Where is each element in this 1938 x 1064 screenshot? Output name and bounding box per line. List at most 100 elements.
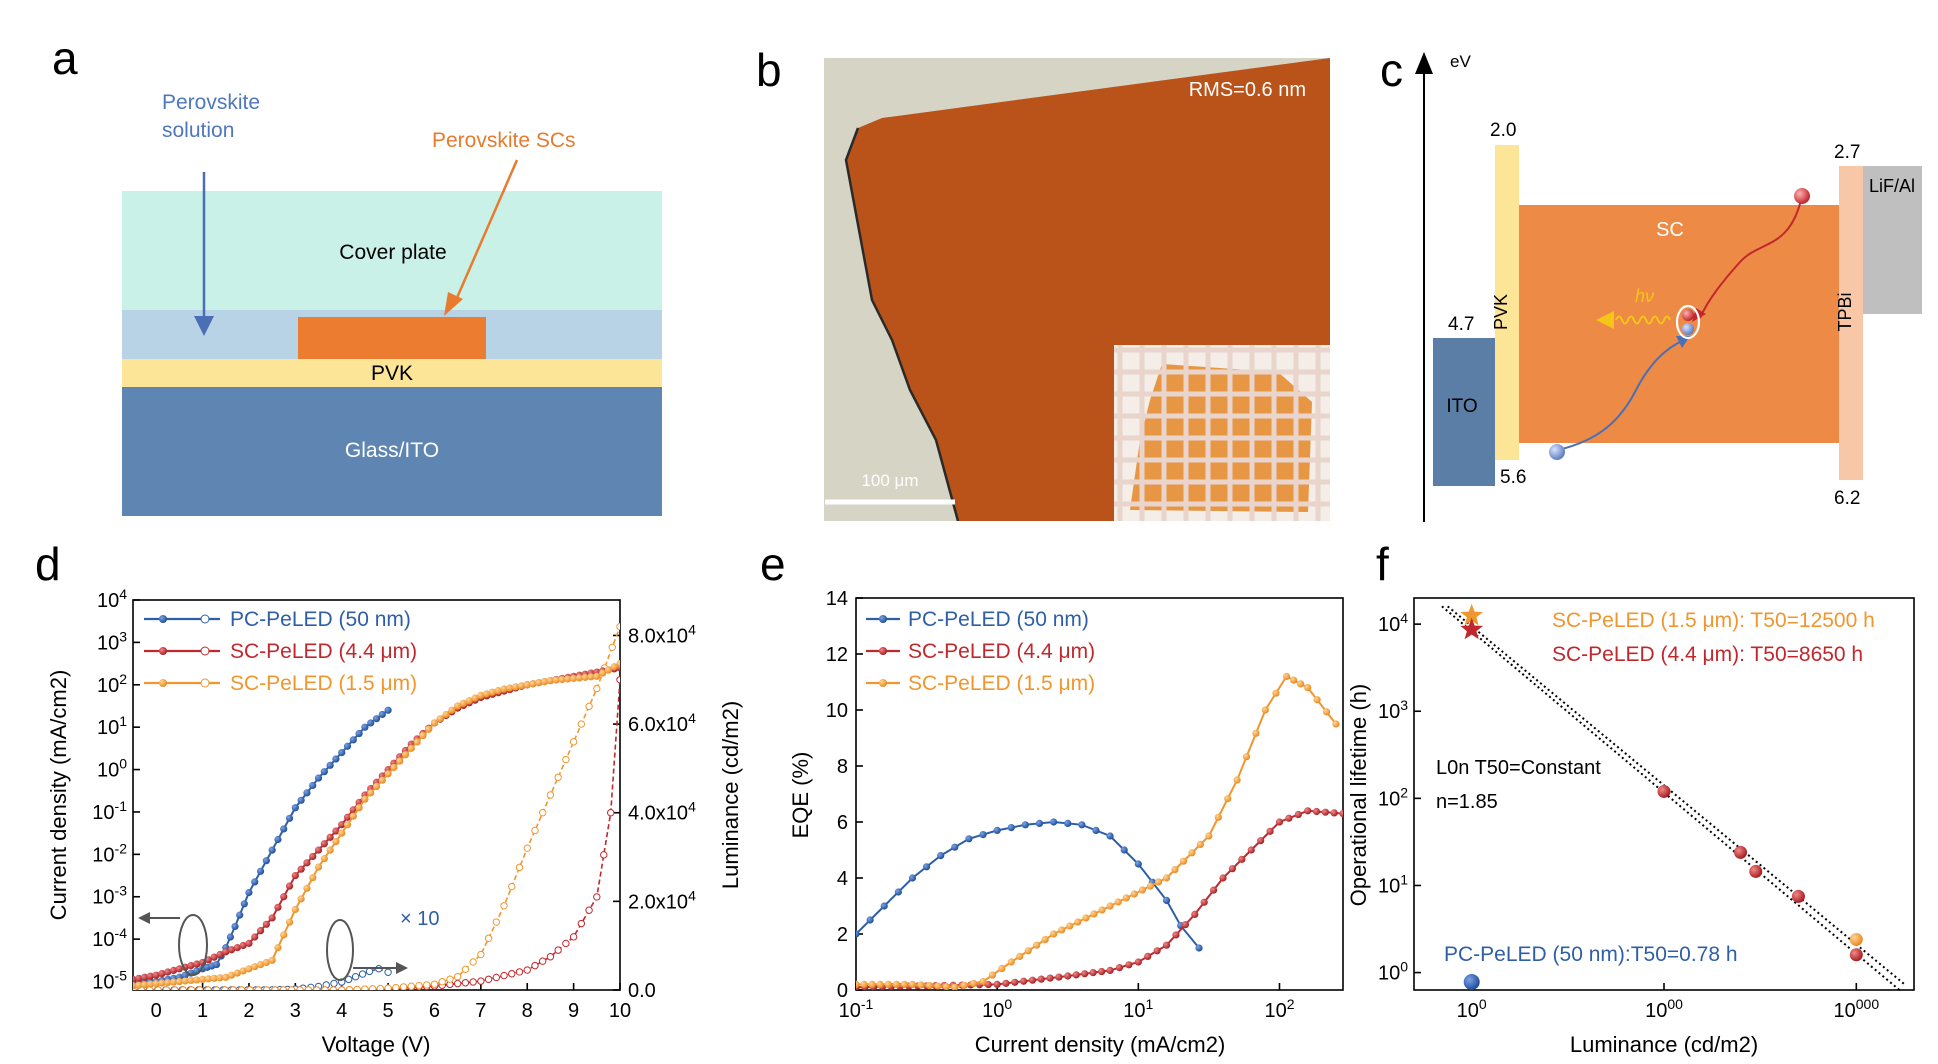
luminance-point-2: [399, 983, 408, 990]
current-point-2: [593, 672, 601, 680]
pvk-lumo-value: 2.0: [1490, 120, 1516, 141]
lifetime-point-1: [1657, 784, 1671, 798]
current-point-0: [268, 846, 276, 854]
current-point-2: [454, 702, 462, 710]
current-point-1: [297, 865, 305, 873]
current-point-0: [332, 755, 340, 763]
luminance-point-2: [585, 702, 593, 711]
panel-a: a Cover plate PVK Glass/ITO Perovskite s…: [52, 32, 662, 516]
current-point-1: [309, 852, 317, 861]
eqe-point-1: [1089, 969, 1097, 977]
y-tick-label-e: 0: [837, 980, 848, 1002]
luminance-series-d: [133, 622, 620, 990]
eqe-point-2: [1106, 902, 1114, 910]
eqe-point-2: [925, 981, 934, 990]
legend-open-marker-pc: [200, 614, 210, 624]
eqe-point-1: [1321, 808, 1329, 816]
hole-path: [1557, 341, 1681, 451]
luminance-point-2: [554, 773, 562, 781]
ito-workfunction-value: 4.7: [1448, 314, 1474, 335]
eqe-point-2: [1332, 720, 1340, 728]
eqe-point-2: [1007, 958, 1015, 966]
y-tick-label-d: 10-5: [92, 968, 127, 994]
eqe-point-2: [1162, 874, 1171, 882]
current-point-2: [413, 738, 421, 746]
luminance-point-2: [353, 985, 361, 990]
luminance-point-0: [330, 979, 338, 988]
luminance-point-2: [271, 986, 279, 990]
legend-text-e-sc15: SC-PeLED (1.5 μm): [908, 672, 1095, 695]
luminance-point-2: [338, 986, 346, 990]
pvk-homo-value: 5.6: [1500, 467, 1526, 488]
pvk-level: [1495, 145, 1519, 460]
current-point-2: [587, 673, 595, 681]
luminance-point-1: [585, 906, 593, 914]
current-point-2: [135, 981, 143, 989]
current-point-2: [291, 905, 299, 914]
luminance-line-2: [133, 626, 620, 990]
current-point-0: [285, 814, 294, 822]
eqe-point-0: [951, 843, 959, 851]
current-point-0: [372, 715, 381, 723]
legend-marker-sc44: [159, 647, 167, 655]
y-tick-label-d: 10-1: [92, 798, 127, 824]
current-point-2: [343, 821, 352, 829]
luminance-point-2: [262, 986, 271, 990]
emission-label: hν: [1635, 286, 1654, 306]
y-tick-label-f: 103: [1378, 697, 1408, 723]
current-point-0: [378, 710, 386, 719]
eqe-point-2: [868, 980, 876, 989]
y2-tick-label-d: 0.0: [628, 980, 656, 1002]
current-point-0: [245, 888, 253, 897]
eqe-point-1: [1304, 807, 1312, 815]
eqe-point-2: [1233, 776, 1241, 784]
luminance-point-2: [446, 975, 454, 983]
luminance-point-2: [312, 986, 321, 990]
eqe-point-0: [1050, 818, 1058, 826]
current-point-2: [262, 958, 270, 967]
luminance-point-2: [477, 950, 485, 959]
eqe-point-2: [884, 980, 892, 989]
y-tick-label-d: 103: [97, 628, 127, 654]
y-axis-title-e: EQE (%): [788, 752, 813, 839]
eqe-point-1: [1247, 846, 1255, 854]
y-axis-title-d: Current density (mA/cm2): [46, 670, 71, 921]
legend-open-marker-sc44: [200, 646, 210, 656]
current-point-0: [309, 781, 317, 790]
current-point-1: [268, 914, 276, 922]
current-point-2: [378, 776, 386, 784]
luminance-point-2: [287, 986, 296, 990]
current-point-2: [384, 770, 392, 778]
eqe-point-2: [998, 964, 1006, 973]
current-point-2: [152, 980, 160, 988]
current-point-2: [355, 804, 363, 812]
eqe-point-2: [1066, 922, 1074, 930]
lifetime-point-1: [1849, 948, 1863, 962]
eqe-point-2: [892, 980, 900, 989]
eqe-point-2: [1322, 708, 1331, 716]
crystal-arrowhead: [444, 292, 463, 316]
current-point-0: [314, 774, 323, 782]
x-tick-label-d: 1: [197, 1000, 208, 1022]
legend-text-f-sc44: SC-PeLED (4.4 μm): T50=8650 h: [1552, 643, 1863, 666]
luminance-point-2: [569, 738, 578, 746]
current-point-2: [280, 931, 288, 939]
eqe-point-2: [1016, 952, 1024, 961]
luminance-point-0: [351, 973, 360, 981]
current-point-2: [297, 895, 305, 903]
current-point-1: [349, 806, 357, 814]
current-point-1: [164, 968, 172, 976]
solution-arrowhead: [194, 316, 214, 336]
current-point-2: [204, 975, 212, 983]
legend-text-pc: PC-PeLED (50 nm): [230, 608, 411, 631]
electron-icon: [1794, 188, 1810, 204]
panel-c-label: c: [1380, 44, 1403, 96]
eqe-point-0: [866, 916, 874, 924]
luminance-point-2: [296, 986, 304, 990]
luminance-point-2: [415, 981, 423, 990]
legend-text-e-pc: PC-PeLED (50 nm): [908, 608, 1089, 631]
eqe-point-2: [1074, 918, 1082, 926]
eqe-point-1: [1200, 898, 1208, 906]
y-tick-label-f: 101: [1378, 871, 1408, 897]
